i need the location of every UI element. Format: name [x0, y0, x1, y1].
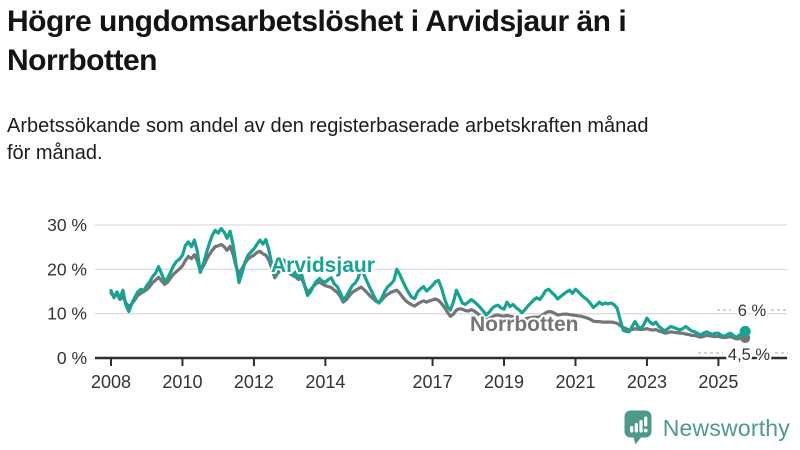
- newsworthy-wordmark: Newsworthy: [662, 414, 790, 441]
- x-tick-label: 2019: [484, 372, 524, 392]
- x-tick-label: 2025: [698, 372, 738, 392]
- y-tick-label: 20 %: [47, 259, 87, 279]
- page-title: Högre ungdomsarbetslöshet i Arvidsjaur ä…: [7, 5, 627, 77]
- newsworthy-logo: Newsworthy: [624, 408, 790, 448]
- x-tick-label: 2008: [91, 372, 131, 392]
- y-tick-label: 0 %: [57, 348, 87, 368]
- end-value-label-norrbotten: 4,5 %: [728, 346, 771, 364]
- x-tick-label: 2010: [162, 372, 202, 392]
- chart-svg: 30 % 20 % 10 % 0 %2008 2010 2012 2014 2017 2019 2…: [47, 215, 788, 392]
- unemployment-line-chart: 30 % 20 % 10 % 0 % 2008 2010 2012 2014 2017 2019 2…: [0, 195, 800, 410]
- x-tick-label: 2012: [234, 372, 274, 392]
- y-tick-label: 30 %: [47, 215, 87, 235]
- series-inline-label-arvidsjaur: Arvidsjaur: [271, 254, 375, 277]
- y-tick-label: 10 %: [47, 304, 87, 324]
- series-line-arvidsjaur: [109, 226, 747, 339]
- end-value-label-arvidsjaur: 6 %: [738, 302, 767, 320]
- x-tick-label: 2014: [305, 372, 345, 392]
- chart-subtitle: Arbetssökande som andel av den registerb…: [7, 115, 649, 164]
- x-tick-label: 2017: [413, 372, 453, 392]
- x-tick-label: 2021: [555, 372, 595, 392]
- series-end-dot-arvidsjaur: [739, 325, 751, 337]
- x-tick-label: 2023: [627, 372, 667, 392]
- newsworthy-icon: [624, 410, 652, 445]
